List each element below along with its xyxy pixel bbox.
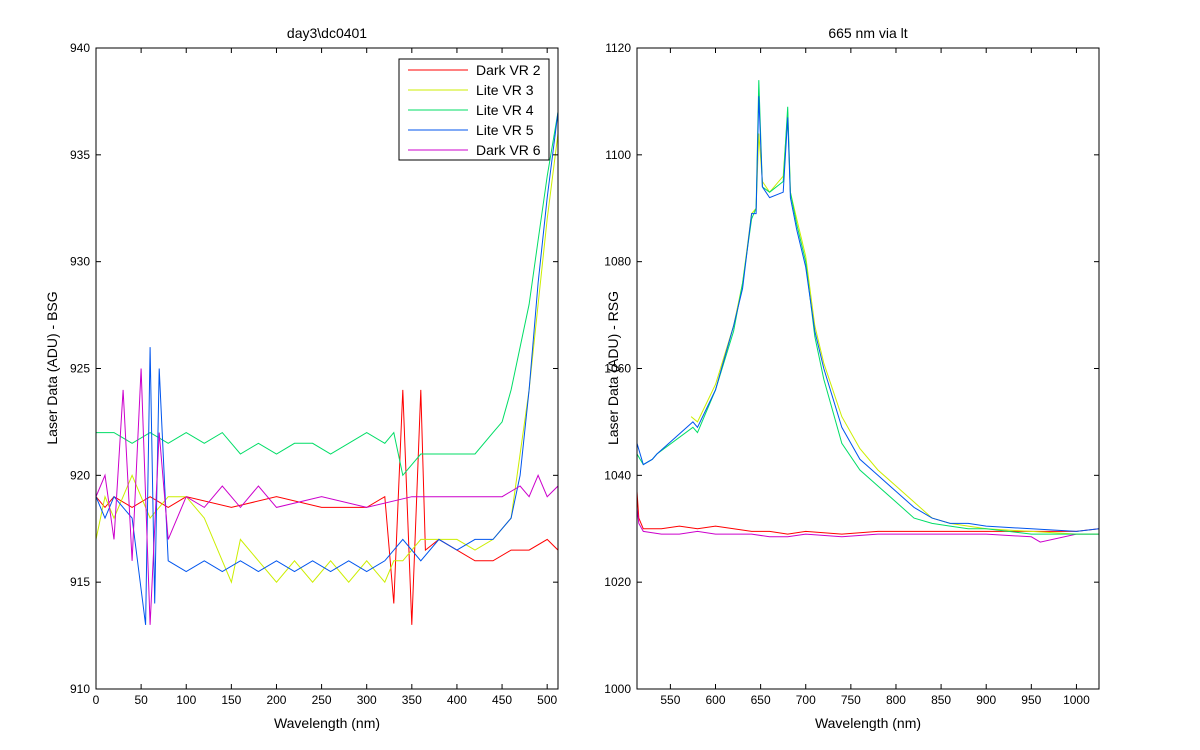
left-x-tick-label: 0	[93, 693, 100, 707]
left-x-tick-label: 150	[221, 693, 241, 707]
left-y-tick-label: 910	[70, 682, 90, 696]
right-plot-area	[637, 48, 1099, 689]
legend: Dark VR 2 Lite VR 3 Lite VR 4 Lite VR 5 Dark…	[398, 58, 550, 161]
right-y-tick-label: 1120	[605, 41, 631, 55]
left-x-axis-label: Wavelength (nm)	[274, 715, 380, 731]
right-x-tick-label: 900	[976, 693, 996, 707]
right-x-tick-label: 850	[931, 693, 951, 707]
left-series-line-5	[96, 368, 558, 625]
right-y-tick-label: 1000	[604, 682, 631, 696]
left-ticks-layer: 0 50 100 150 200 250 300 350 400 450 500 910 915 920 9…	[70, 41, 558, 707]
right-y-tick-label: 1020	[604, 575, 631, 589]
legend-label-2: Lite VR 3	[476, 82, 534, 98]
right-chart: 550 600 650 700 750 800 850 900 950 1000 1000 1020 1…	[604, 25, 1100, 731]
left-chart-title: day3\dc0401	[287, 25, 367, 41]
legend-label-4: Lite VR 5	[476, 122, 534, 138]
left-series-line-3	[96, 112, 558, 477]
left-x-tick-label: 300	[357, 693, 377, 707]
left-series-line-4	[96, 112, 558, 625]
left-y-tick-label: 940	[70, 41, 90, 55]
right-y-tick-label: 1100	[605, 148, 631, 162]
right-x-tick-label: 600	[705, 693, 725, 707]
legend-label-5: Dark VR 6	[476, 142, 541, 158]
left-x-tick-label: 350	[402, 693, 422, 707]
right-x-axis-label: Wavelength (nm)	[815, 715, 921, 731]
left-x-tick-label: 450	[492, 693, 512, 707]
left-x-tick-label: 500	[537, 693, 557, 707]
right-series-line-1	[637, 491, 1099, 535]
left-y-tick-label: 935	[70, 148, 90, 162]
left-series-layer	[96, 112, 558, 625]
left-y-tick-label: 920	[70, 468, 90, 482]
left-y-axis-label: Laser Data (ADU) - BSG	[44, 291, 60, 444]
right-y-tick-label: 1080	[604, 255, 631, 269]
right-x-tick-label: 750	[841, 693, 861, 707]
left-x-tick-label: 200	[266, 693, 286, 707]
right-x-tick-label: 700	[796, 693, 816, 707]
right-chart-title: 665 nm via lt	[828, 25, 907, 41]
right-x-tick-label: 800	[886, 693, 906, 707]
left-x-tick-label: 250	[312, 693, 332, 707]
right-x-tick-label: 550	[660, 693, 680, 707]
right-ticks-layer: 550 600 650 700 750 800 850 900 950 1000 1000 1020 1…	[604, 41, 1099, 707]
right-series-line-5	[637, 96, 1099, 532]
right-x-tick-label: 1000	[1063, 693, 1090, 707]
left-x-tick-label: 400	[447, 693, 467, 707]
left-chart: 0 50 100 150 200 250 300 350 400 450 500 910 915 920 9…	[44, 25, 559, 731]
right-x-tick-label: 950	[1021, 693, 1041, 707]
right-y-tick-label: 1040	[604, 468, 631, 482]
right-x-tick-label: 650	[751, 693, 771, 707]
left-y-tick-label: 925	[70, 362, 90, 376]
left-y-tick-label: 930	[70, 255, 90, 269]
left-x-tick-label: 50	[134, 693, 148, 707]
left-x-tick-label: 100	[176, 693, 196, 707]
legend-label-3: Lite VR 4	[476, 102, 534, 118]
right-series-layer	[637, 80, 1099, 543]
left-series-line-1	[96, 389, 558, 625]
legend-label-1: Dark VR 2	[476, 62, 541, 78]
right-series-line-2	[637, 507, 1099, 543]
left-y-tick-label: 915	[70, 575, 90, 589]
right-y-axis-label: Laser Data (ADU) - RSG	[605, 291, 621, 445]
right-y-tick-label: 1060	[604, 362, 631, 376]
